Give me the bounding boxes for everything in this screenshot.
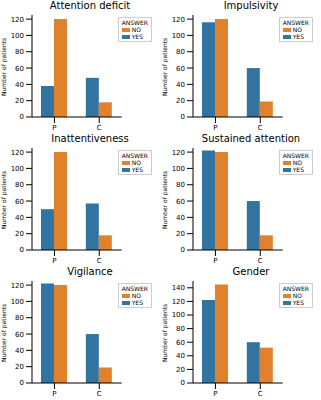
svg-text:80: 80 xyxy=(176,325,185,333)
svg-text:Number of patients: Number of patients xyxy=(161,171,169,229)
svg-text:C: C xyxy=(258,124,263,131)
svg-text:60: 60 xyxy=(176,65,185,73)
svg-text:60: 60 xyxy=(15,198,24,206)
html-text:YES: YES xyxy=(131,299,143,306)
svg-text:P: P xyxy=(213,390,217,397)
svg-text:P: P xyxy=(52,390,56,397)
svg-text:100: 100 xyxy=(11,32,24,40)
svg-text:120: 120 xyxy=(172,149,185,157)
html-text:ANSWER: ANSWER xyxy=(282,285,309,292)
svg-text:40: 40 xyxy=(15,214,24,222)
html-text:ANSWER: ANSWER xyxy=(282,19,309,26)
html-text:YES: YES xyxy=(131,33,143,40)
svg-text:P: P xyxy=(213,257,217,264)
svg-text:0: 0 xyxy=(181,246,185,254)
svg-text:20: 20 xyxy=(15,230,24,238)
svg-text:100: 100 xyxy=(11,298,24,306)
svg-text:120: 120 xyxy=(172,16,185,24)
svg-text:40: 40 xyxy=(176,81,185,89)
svg-text:Number of patients: Number of patients xyxy=(8,304,9,362)
html-text:Vigilance: Vigilance xyxy=(67,266,113,277)
svg-text:120: 120 xyxy=(172,298,185,306)
svg-text:0: 0 xyxy=(181,113,185,121)
html-text:ANSWER: ANSWER xyxy=(282,152,309,159)
svg-text:120: 120 xyxy=(11,16,24,24)
html-text:YES: YES xyxy=(131,166,143,173)
svg-text:80: 80 xyxy=(15,314,24,322)
svg-text:20: 20 xyxy=(15,97,24,105)
svg-text:80: 80 xyxy=(176,181,185,189)
svg-text:100: 100 xyxy=(172,32,185,40)
svg-text:C: C xyxy=(258,390,263,397)
svg-text:20: 20 xyxy=(15,363,24,371)
svg-text:Number of patients: Number of patients xyxy=(8,171,9,229)
svg-text:100: 100 xyxy=(172,165,185,173)
svg-text:C: C xyxy=(97,257,102,264)
svg-text:60: 60 xyxy=(176,198,185,206)
svg-text:100: 100 xyxy=(172,311,185,319)
svg-text:P: P xyxy=(213,124,217,131)
html-text:NO: NO xyxy=(292,159,302,166)
svg-text:60: 60 xyxy=(176,339,185,347)
svg-text:Number of patients: Number of patients xyxy=(161,304,169,362)
html-text:YES: YES xyxy=(292,299,304,306)
svg-text:C: C xyxy=(97,390,102,397)
svg-text:80: 80 xyxy=(176,48,185,56)
svg-text:P: P xyxy=(52,257,56,264)
svg-text:40: 40 xyxy=(176,352,185,360)
svg-text:20: 20 xyxy=(176,97,185,105)
svg-text:Number of patients: Number of patients xyxy=(161,38,169,96)
svg-text:120: 120 xyxy=(11,282,24,290)
html-text:YES: YES xyxy=(292,166,304,173)
html-text:ANSWER: ANSWER xyxy=(121,19,148,26)
svg-text:140: 140 xyxy=(172,284,185,292)
html-text:Attention deficit: Attention deficit xyxy=(49,0,131,11)
svg-text:40: 40 xyxy=(176,214,185,222)
svg-text:0: 0 xyxy=(20,113,24,121)
html-text:NO: NO xyxy=(292,26,302,33)
svg-text:120: 120 xyxy=(11,149,24,157)
svg-text:P: P xyxy=(52,124,56,131)
html-text:Impulsivity: Impulsivity xyxy=(223,0,279,11)
html-text:ANSWER: ANSWER xyxy=(121,152,148,159)
svg-text:100: 100 xyxy=(11,165,24,173)
svg-text:20: 20 xyxy=(176,230,185,238)
svg-text:C: C xyxy=(97,124,102,131)
html-text:NO: NO xyxy=(131,26,141,33)
svg-text:20: 20 xyxy=(176,366,185,374)
html-text:ANSWER: ANSWER xyxy=(121,285,148,292)
html-text:Sustained attention: Sustained attention xyxy=(201,133,301,144)
svg-text:0: 0 xyxy=(20,246,24,254)
svg-text:0: 0 xyxy=(20,379,24,387)
svg-text:80: 80 xyxy=(15,48,24,56)
html-text:NO: NO xyxy=(292,292,302,299)
svg-text:60: 60 xyxy=(15,331,24,339)
html-text:NO: NO xyxy=(131,292,141,299)
html-text:NO: NO xyxy=(131,159,141,166)
html-text:YES: YES xyxy=(292,33,304,40)
svg-text:Number of patients: Number of patients xyxy=(8,38,9,96)
svg-text:C: C xyxy=(258,257,263,264)
svg-text:60: 60 xyxy=(15,65,24,73)
html-text:Gender: Gender xyxy=(232,266,270,277)
svg-text:80: 80 xyxy=(15,181,24,189)
svg-text:40: 40 xyxy=(15,81,24,89)
svg-text:40: 40 xyxy=(15,347,24,355)
svg-text:0: 0 xyxy=(181,379,185,387)
html-text:Inattentiveness: Inattentiveness xyxy=(51,133,129,144)
